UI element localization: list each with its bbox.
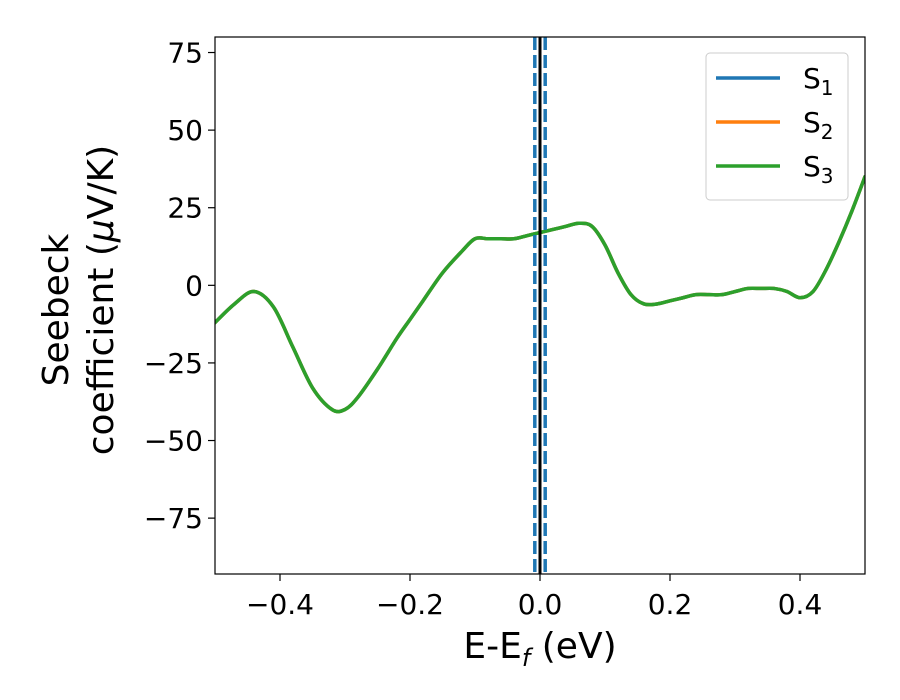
y-tick-label: 25 (167, 192, 203, 225)
y-tick-label: −25 (144, 347, 203, 380)
y-tick-label: −75 (144, 502, 203, 535)
x-tick-label: 0.2 (648, 588, 693, 621)
y-axis-label-line1: Seebeck (36, 233, 77, 386)
y-tick-label: 0 (185, 269, 203, 302)
x-axis: −0.4 −0.2 0.0 0.2 0.4 (246, 574, 822, 621)
legend-label-s1: S1 (803, 62, 834, 100)
x-axis-label: E-Ef (eV) (463, 626, 616, 672)
series-line-s3 (215, 174, 865, 414)
y-tick-label: 75 (167, 37, 203, 70)
x-tick-label: −0.4 (246, 588, 314, 621)
x-tick-label: −0.2 (376, 588, 444, 621)
y-axis: 75 50 25 0 −25 −50 −75 (144, 37, 215, 535)
legend-label-s2: S2 (803, 106, 834, 144)
legend: S1 S2 S3 (705, 52, 849, 201)
x-tick-label: 0.4 (778, 588, 823, 621)
x-tick-label: 0.0 (518, 588, 563, 621)
y-tick-label: 50 (167, 114, 203, 147)
legend-label-s3: S3 (803, 150, 834, 188)
fermi-level-markers (533, 37, 547, 574)
y-axis-label-line2: coefficient (μV/K) (81, 145, 122, 455)
y-tick-label: −50 (144, 425, 203, 458)
plot-area (215, 174, 865, 414)
legend-box (705, 52, 849, 201)
